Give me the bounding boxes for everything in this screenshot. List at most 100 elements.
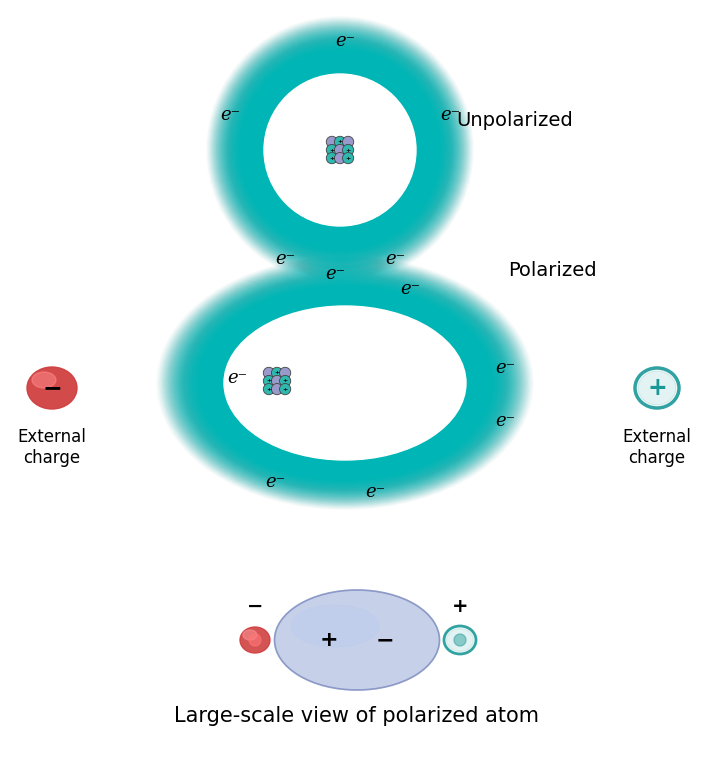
Ellipse shape [203, 290, 488, 476]
Ellipse shape [204, 291, 486, 475]
Text: Polarized: Polarized [508, 261, 597, 280]
Text: e⁻: e⁻ [265, 473, 285, 491]
Ellipse shape [194, 284, 496, 482]
Text: External
charge: External charge [18, 428, 86, 467]
Ellipse shape [236, 46, 444, 254]
Circle shape [279, 383, 291, 395]
Circle shape [334, 136, 346, 147]
Circle shape [271, 383, 283, 395]
Ellipse shape [196, 285, 494, 482]
Ellipse shape [236, 47, 443, 253]
Text: +: + [266, 379, 271, 383]
Circle shape [334, 144, 346, 156]
Text: +: + [647, 376, 667, 400]
Circle shape [326, 144, 338, 156]
Ellipse shape [246, 56, 434, 244]
Ellipse shape [199, 287, 491, 478]
Ellipse shape [245, 55, 436, 245]
Ellipse shape [198, 286, 492, 479]
Ellipse shape [194, 283, 496, 482]
Ellipse shape [241, 51, 439, 249]
Text: −: − [247, 597, 263, 616]
Text: External
charge: External charge [623, 428, 691, 467]
Ellipse shape [239, 49, 441, 251]
Text: −: − [376, 630, 394, 650]
Circle shape [343, 144, 353, 156]
Ellipse shape [243, 54, 436, 247]
Text: e⁻: e⁻ [275, 250, 295, 268]
Ellipse shape [197, 286, 493, 480]
Ellipse shape [195, 284, 495, 482]
Ellipse shape [240, 50, 440, 250]
Text: +: + [283, 386, 288, 392]
Ellipse shape [199, 287, 491, 478]
Text: −: − [42, 376, 62, 400]
Circle shape [343, 136, 353, 147]
Ellipse shape [193, 283, 497, 483]
Ellipse shape [245, 55, 435, 245]
Ellipse shape [201, 289, 489, 478]
Ellipse shape [243, 630, 257, 640]
Text: +: + [266, 386, 271, 392]
Circle shape [263, 376, 274, 386]
Text: e⁻: e⁻ [400, 280, 420, 298]
Ellipse shape [203, 290, 487, 475]
Ellipse shape [32, 372, 56, 388]
Ellipse shape [204, 291, 486, 475]
Ellipse shape [446, 628, 473, 651]
Text: e⁻: e⁻ [335, 32, 355, 50]
Text: e⁻: e⁻ [385, 250, 405, 268]
Ellipse shape [240, 627, 270, 653]
Text: e⁻: e⁻ [440, 106, 460, 124]
Ellipse shape [238, 48, 441, 252]
Ellipse shape [291, 605, 379, 647]
Ellipse shape [201, 288, 490, 478]
Ellipse shape [240, 50, 441, 250]
Ellipse shape [203, 291, 486, 475]
Text: +: + [320, 630, 338, 650]
Circle shape [279, 367, 291, 379]
Text: +: + [338, 139, 343, 144]
Ellipse shape [237, 47, 443, 253]
Ellipse shape [246, 55, 435, 245]
Ellipse shape [205, 292, 485, 475]
Text: e⁻: e⁻ [495, 359, 515, 377]
Text: +: + [346, 156, 351, 161]
Ellipse shape [203, 290, 487, 476]
Circle shape [249, 634, 261, 646]
Text: +: + [329, 147, 334, 153]
Text: +: + [274, 370, 280, 376]
Ellipse shape [244, 55, 436, 246]
Circle shape [271, 376, 283, 386]
Ellipse shape [244, 54, 436, 246]
Text: e⁻: e⁻ [325, 265, 345, 283]
Text: e⁻: e⁻ [365, 483, 385, 501]
Ellipse shape [201, 289, 489, 477]
Ellipse shape [239, 49, 441, 250]
Ellipse shape [247, 57, 433, 243]
Text: e⁻: e⁻ [495, 412, 515, 430]
Ellipse shape [246, 57, 433, 243]
Text: +: + [452, 597, 468, 616]
Ellipse shape [238, 48, 442, 252]
Ellipse shape [224, 306, 466, 460]
Text: Unpolarized: Unpolarized [456, 111, 573, 130]
Circle shape [334, 153, 346, 164]
Ellipse shape [202, 290, 488, 476]
Text: Large-scale view of polarized atom: Large-scale view of polarized atom [174, 706, 540, 726]
Ellipse shape [201, 290, 488, 477]
Text: e⁻: e⁻ [227, 369, 247, 387]
Circle shape [326, 153, 338, 164]
Circle shape [263, 367, 274, 379]
Ellipse shape [238, 48, 443, 253]
Ellipse shape [198, 286, 492, 479]
Ellipse shape [638, 371, 676, 405]
Ellipse shape [206, 292, 485, 474]
Text: +: + [283, 379, 288, 383]
Ellipse shape [246, 56, 434, 244]
Text: e⁻: e⁻ [220, 106, 240, 124]
Circle shape [454, 634, 466, 646]
Ellipse shape [243, 53, 437, 247]
Circle shape [326, 136, 338, 147]
Ellipse shape [196, 286, 493, 481]
